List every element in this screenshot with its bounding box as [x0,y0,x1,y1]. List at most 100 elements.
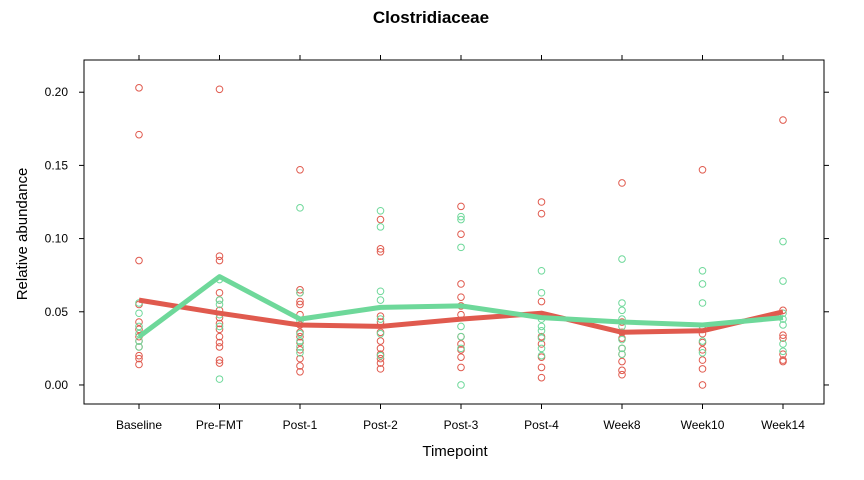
trend-lines [137,274,784,339]
data-point [537,322,546,331]
data-point [537,344,546,353]
data-point [779,340,787,348]
data-point [296,300,304,309]
data-point [457,340,465,348]
data-point [537,363,546,372]
data-point [698,381,707,389]
data-point [457,202,465,211]
data-point [376,337,385,345]
x-tick-label: Week14 [761,418,805,432]
data-point [215,252,224,260]
data-point [457,353,465,361]
data-point [296,204,304,212]
data-point [537,351,546,360]
y-tick-label: 0.10 [45,232,69,246]
x-tick-label: Post-4 [524,418,559,432]
data-point [457,215,465,224]
x-tick-label: Pre-FMT [196,418,244,432]
data-point [618,335,626,344]
data-point [618,366,626,375]
data-point [296,165,304,174]
data-point [618,357,626,366]
data-point [376,312,385,320]
data-points [135,84,787,389]
data-point [296,362,304,370]
data-point [698,280,707,288]
data-point [215,375,224,383]
data-point [457,381,465,389]
data-point [376,296,385,304]
data-point [296,354,304,363]
x-tick-label: Baseline [116,418,162,432]
data-point [779,237,787,246]
data-point [135,343,143,351]
data-point [618,344,626,353]
data-point [215,300,224,309]
data-point [376,223,385,231]
data-point [457,363,465,372]
data-point [215,319,224,328]
data-point [779,350,787,359]
data-point [376,206,385,215]
y-tick-label: 0.20 [45,85,69,99]
data-point [376,354,385,363]
chart-title: Clostridiaceae [373,8,489,27]
data-point [698,299,707,307]
x-tick-label: Week10 [681,418,725,432]
data-point [376,344,385,353]
data-point [698,346,707,354]
data-point [296,332,304,341]
data-point [537,373,546,382]
data-point [698,266,707,275]
data-point [135,318,143,326]
data-point [215,359,224,367]
data-point [135,309,143,318]
data-point [215,256,224,265]
data-point [457,344,465,353]
series-line [137,274,784,339]
data-point [457,230,465,238]
data-point [618,350,626,359]
y-axis-label: Relative abundance [14,168,31,301]
data-point [618,255,626,263]
data-point [537,209,546,218]
series-line [138,297,784,335]
x-tick-label: Post-1 [283,418,318,432]
data-point [296,286,304,294]
data-point [537,334,546,342]
data-point [296,288,304,297]
x-tick-label: Week8 [603,418,640,432]
data-point [376,351,385,360]
data-point [779,357,787,366]
data-point [618,370,626,379]
data-point [457,212,465,221]
data-point [376,365,385,373]
data-point [135,360,143,369]
data-point [457,332,465,341]
data-point [215,296,224,304]
data-point [779,321,787,329]
x-tick-label: Post-3 [444,418,479,432]
data-point [779,277,787,285]
plot-frame [83,59,825,405]
y-tick-label: 0.00 [45,378,69,392]
data-point [135,325,143,334]
data-point [135,130,143,139]
data-point [698,356,707,364]
data-point [618,179,626,187]
data-point [457,243,465,252]
data-point [698,365,707,373]
data-point [618,306,626,315]
data-point [215,288,224,297]
data-point [215,322,224,331]
data-point [296,348,304,357]
data-point [135,354,143,363]
y-tick-label: 0.05 [45,305,69,319]
data-point [457,280,465,288]
data-point [618,299,626,307]
data-point [135,256,143,265]
data-point [296,297,304,306]
data-point [537,297,546,306]
data-point [376,247,385,256]
